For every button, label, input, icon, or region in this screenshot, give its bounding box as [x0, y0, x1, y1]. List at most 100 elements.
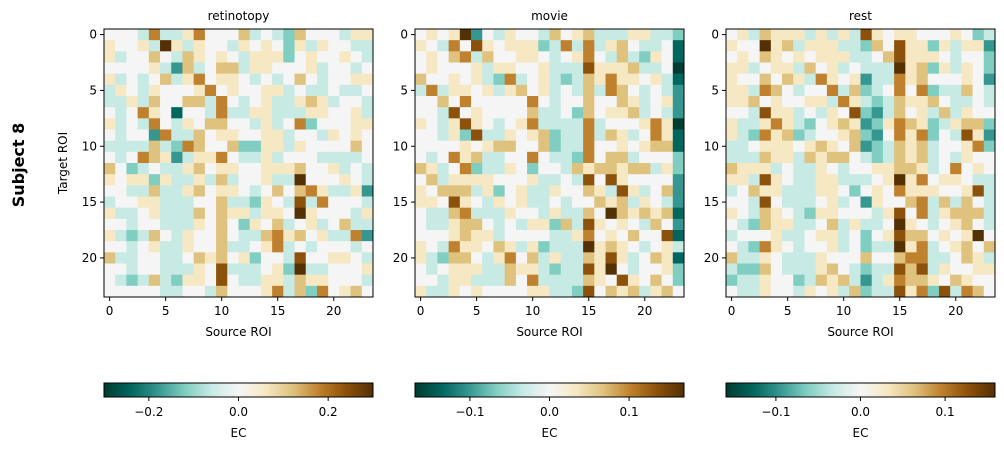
y-tick-label: 10	[704, 139, 719, 153]
heatmap-cell	[583, 207, 595, 220]
heatmap-cell	[594, 285, 606, 298]
heatmap-cell	[549, 230, 562, 242]
x-tick-label: 15	[581, 304, 596, 318]
heatmap-cell	[294, 107, 307, 119]
heatmap-cell	[616, 163, 629, 175]
heatmap-cell	[782, 151, 794, 164]
heatmap-cell	[905, 263, 917, 276]
heatmap-cell	[328, 174, 340, 186]
heatmap-cell	[583, 285, 595, 298]
heatmap-cell	[838, 51, 850, 63]
colorbar-segment	[104, 383, 107, 397]
heatmap-cell	[759, 151, 772, 164]
heatmap-cell	[471, 163, 483, 175]
colorbar-segment	[108, 383, 111, 397]
heatmap-cell	[115, 96, 127, 108]
heatmap-cell	[316, 263, 329, 276]
heatmap-cell	[627, 252, 640, 264]
colorbar-segment	[469, 383, 472, 397]
heatmap-cell	[350, 151, 363, 164]
heatmap-cell	[415, 196, 427, 209]
heatmap-cell	[938, 62, 951, 75]
heatmap-cell	[571, 196, 584, 209]
heatmap-cell	[650, 118, 662, 130]
heatmap-cell	[905, 174, 917, 186]
colorbar-segment	[164, 383, 167, 397]
colorbar-segment	[673, 383, 677, 397]
heatmap-cell	[661, 207, 674, 220]
heatmap-cell	[748, 151, 761, 164]
colorbar-segment	[934, 383, 938, 397]
colorbar-segment	[146, 383, 149, 397]
heatmap-cell	[504, 163, 517, 175]
colorbar-segment	[306, 383, 310, 397]
heatmap-cell	[549, 274, 562, 287]
heatmap-cell	[538, 51, 550, 63]
heatmap-cell	[294, 285, 307, 298]
heatmap-cell	[426, 107, 438, 119]
colorbar-segment	[509, 383, 512, 397]
heatmap-cell	[339, 241, 351, 253]
heatmap-cell	[415, 285, 427, 298]
heatmap-cell	[860, 151, 873, 164]
heatmap-cell	[770, 285, 783, 298]
heatmap-cell	[283, 241, 295, 253]
colorbar-segment	[294, 383, 298, 397]
heatmap-cell	[639, 118, 651, 130]
heatmap-cell	[527, 218, 539, 231]
heatmap-cell	[782, 196, 794, 209]
heatmap-cell	[748, 96, 761, 108]
heatmap-cell	[726, 196, 738, 209]
colorbar-segment	[130, 383, 133, 397]
heatmap-cell	[193, 185, 206, 197]
heatmap-cell	[361, 174, 374, 186]
heatmap-cell	[871, 241, 884, 253]
heatmap-cell	[482, 140, 494, 153]
heatmap-cell	[560, 185, 573, 197]
heatmap-cell	[661, 118, 674, 130]
heatmap-cell	[737, 118, 749, 130]
heatmap-cell	[560, 118, 573, 130]
colorbar-segment	[517, 383, 520, 397]
heatmap-cell	[938, 252, 951, 264]
heatmap-cell	[782, 96, 794, 108]
heatmap-cell	[826, 163, 839, 175]
heatmap-cell	[894, 140, 906, 153]
colorbar-segment	[780, 383, 783, 397]
heatmap-cell	[437, 73, 450, 86]
heatmap-cell	[350, 140, 363, 153]
heatmap-cell	[650, 151, 662, 164]
heatmap-cell	[860, 129, 873, 142]
heatmap-cell	[726, 207, 738, 220]
heatmap-cell	[182, 263, 195, 276]
heatmap-cell	[916, 263, 929, 276]
colorbar-segment	[180, 383, 183, 397]
heatmap-cell	[104, 196, 116, 209]
heatmap-cell	[328, 129, 340, 142]
heatmap-cell	[748, 274, 761, 287]
heatmap-cell	[104, 140, 116, 153]
heatmap-cell	[672, 96, 685, 108]
heatmap-cell	[538, 129, 550, 142]
heatmap-cell	[260, 241, 273, 253]
colorbar-segment	[162, 383, 165, 397]
heatmap-cell	[961, 84, 973, 97]
heatmap-cell	[493, 230, 506, 242]
heatmap-cell	[894, 274, 906, 287]
heatmap-cell	[972, 84, 985, 97]
heatmap-cell	[260, 29, 273, 41]
heatmap-cell	[104, 51, 116, 63]
heatmap-cell	[804, 185, 817, 197]
heatmap-cell	[583, 40, 595, 52]
colorbar-segment	[567, 383, 571, 397]
heatmap-cell	[938, 285, 951, 298]
heatmap-cell	[305, 84, 318, 97]
heatmap-cell	[504, 140, 517, 153]
heatmap-cell	[137, 185, 150, 197]
heatmap-cell	[482, 207, 494, 220]
heatmap-cell	[894, 230, 906, 242]
heatmap-cell	[437, 252, 450, 264]
heatmap-cell	[415, 185, 427, 197]
colorbar-segment	[844, 383, 847, 397]
